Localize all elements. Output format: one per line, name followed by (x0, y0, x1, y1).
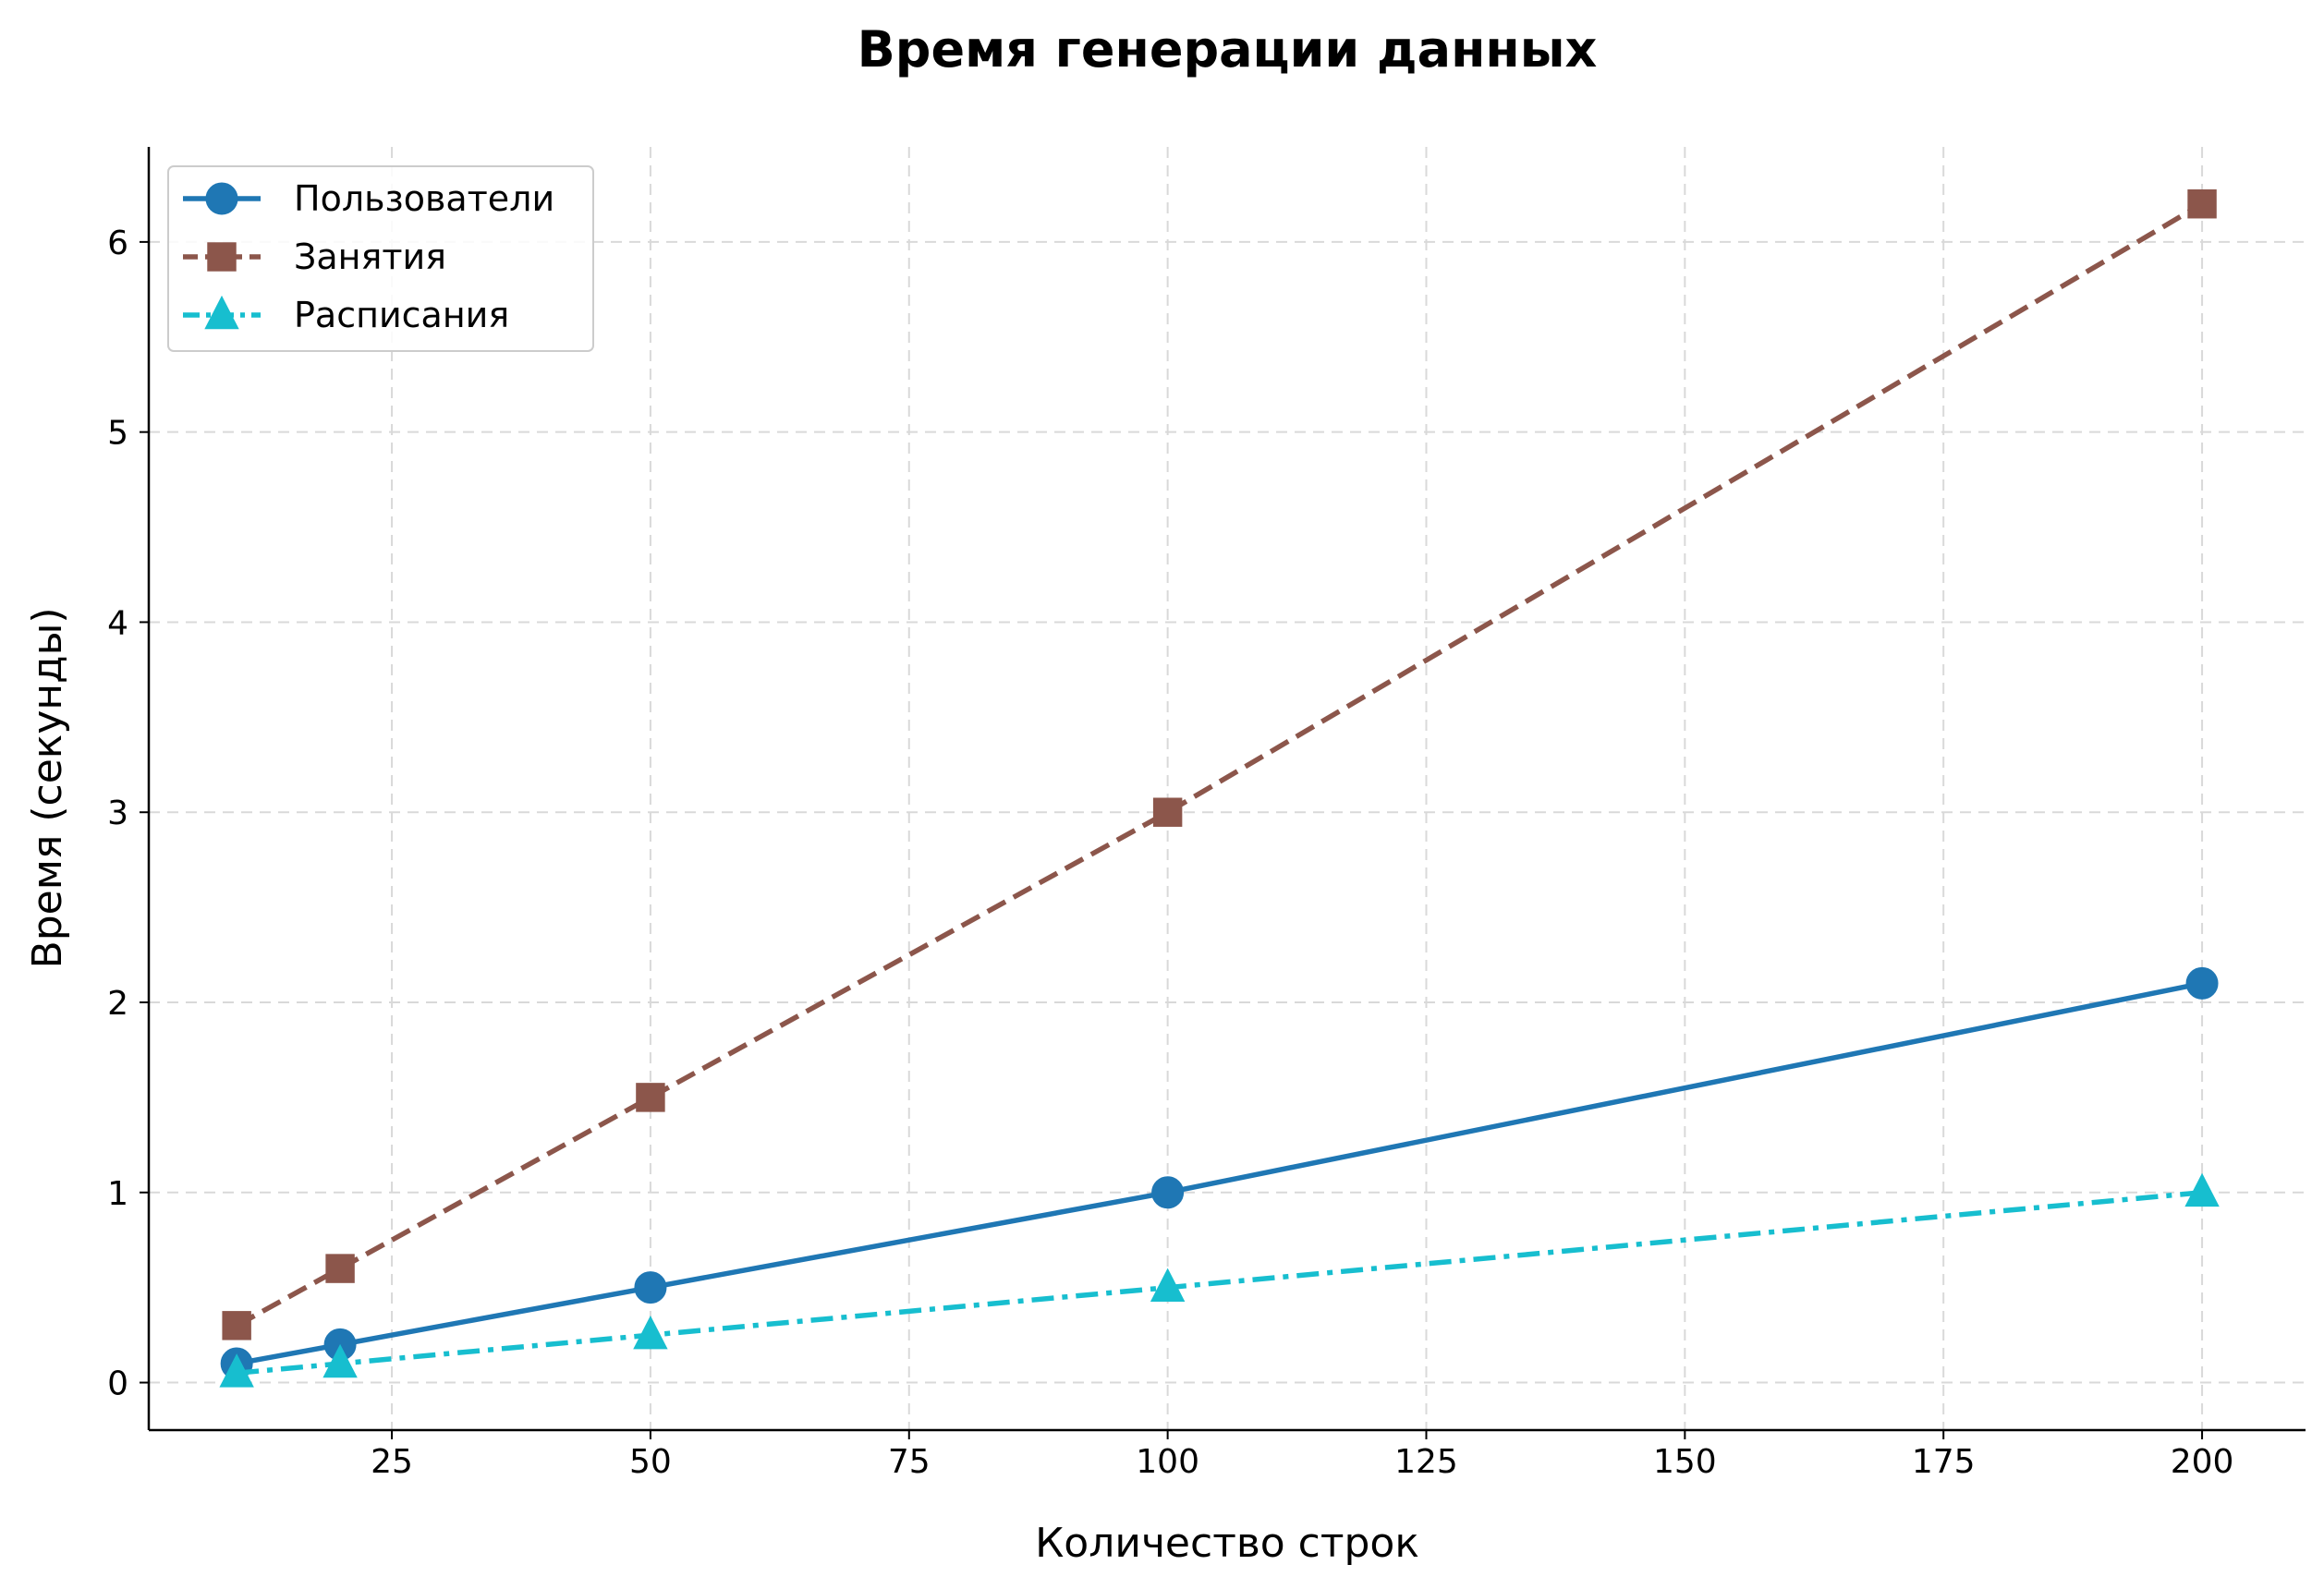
data-point (322, 1343, 358, 1378)
data-point (222, 1311, 251, 1340)
y-tick-label: 5 (107, 415, 128, 453)
x-tick-label: 25 (371, 1443, 413, 1481)
data-point (1150, 1268, 1186, 1302)
y-tick-label: 0 (107, 1365, 128, 1403)
data-point (2184, 1172, 2220, 1207)
series-1 (220, 966, 2219, 1380)
legend-marker (207, 242, 237, 272)
chart-title: Время генерации данных (858, 20, 1598, 79)
data-point (219, 1353, 254, 1388)
legend-box (167, 165, 594, 352)
x-tick-label: 100 (1136, 1443, 1199, 1481)
x-tick-label: 200 (2171, 1443, 2234, 1481)
data-point (1152, 797, 1183, 827)
x-tick-label: 175 (1912, 1443, 1976, 1481)
data-point (634, 1271, 667, 1304)
x-tick-label: 75 (888, 1443, 931, 1481)
data-point (2185, 966, 2219, 1000)
legend-label: Расписания (294, 295, 509, 335)
legend-item: Расписания (183, 295, 509, 335)
y-ticks: 0 1 2 3 4 5 6 (107, 224, 149, 1403)
x-tick-label: 125 (1394, 1443, 1458, 1481)
y-tick-label: 2 (107, 985, 128, 1023)
y-tick-label: 4 (107, 604, 128, 642)
y-tick-label: 1 (107, 1175, 128, 1213)
series-3 (219, 1172, 2220, 1388)
legend-item: Пользователи (183, 178, 554, 219)
legend-label: Пользователи (294, 178, 554, 219)
grid (149, 147, 2306, 1430)
legend-label: Занятия (294, 237, 446, 277)
x-axis-label: Количество строк (1035, 1520, 1419, 1567)
legend-marker (204, 295, 239, 330)
data-point (2187, 189, 2217, 219)
data-point (1151, 1176, 1185, 1209)
y-axis-label: Время (секунды) (24, 608, 71, 969)
x-tick-label: 50 (629, 1443, 672, 1481)
legend: Пользователи Занятия Расписания (167, 165, 594, 352)
legend-item: Занятия (183, 237, 446, 277)
data-point (633, 1316, 668, 1350)
data-point (325, 1254, 355, 1283)
y-tick-label: 6 (107, 224, 128, 262)
y-tick-label: 3 (107, 794, 128, 832)
series-line (235, 201, 2204, 1328)
x-tick-label: 150 (1653, 1443, 1717, 1481)
series-2 (222, 189, 2217, 1340)
legend-marker (205, 182, 238, 215)
series-group (219, 189, 2220, 1388)
data-point (636, 1083, 665, 1112)
axes (147, 147, 2306, 1432)
x-ticks: 25 50 75 100 125 150 175 200 (371, 1430, 2233, 1481)
